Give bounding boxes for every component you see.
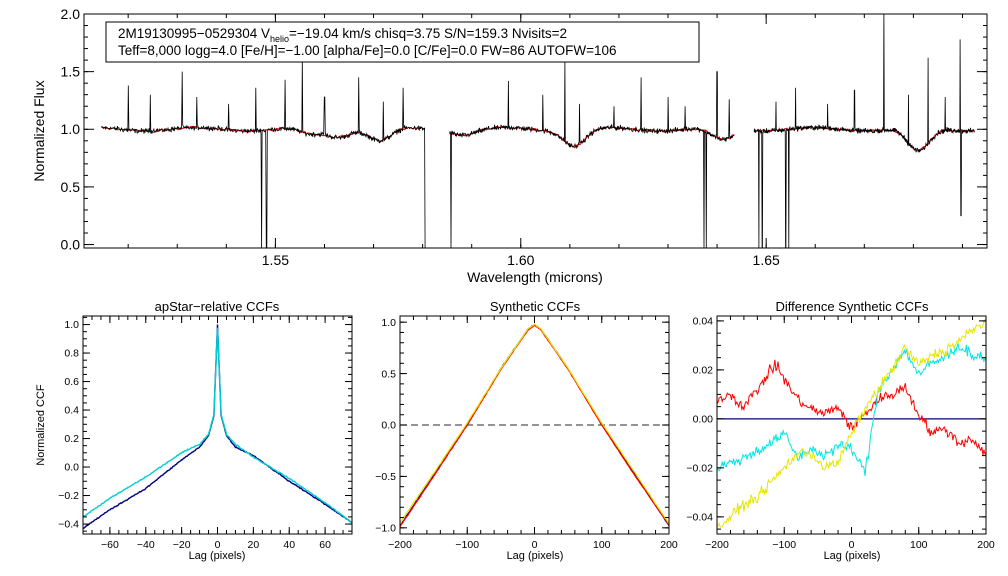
series-line-syn2 [400,324,669,528]
apstar-ccf-xlabel: Lag (pixels) [189,550,246,562]
series-line-diff_yellow [717,317,986,528]
x-tick-label: 1.55 [262,252,289,268]
synthetic-ccf-ticks: −200 −100 0 100 200 −1.0 −0.5 0.0 0.5 1.0 [375,316,678,551]
difference-ccf-plot-area [717,317,986,528]
y-tick-label: 0.0 [64,462,79,474]
spectrum-clip-group [100,14,976,248]
apstar-ccf-plot-area [83,324,352,530]
spectrum-annotation-box: 2M19130995−0529304 Vhelio=−19.04 km/s ch… [105,21,700,63]
y-tick-label: −0.04 [686,512,713,524]
x-tick-label: 1.60 [507,252,534,268]
annotation-line-2: Teff=8,000 logg=4.0 [Fe/H]=−1.00 [alpha/… [118,43,617,58]
difference-ccf-ticks: −200 −100 0 100 200 −0.04 −0.02 0.00 0.02 0.04 [686,316,994,551]
x-tick-label: −200 [705,539,729,551]
difference-ccf-xlabel: Lag (pixels) [824,550,881,562]
apstar-ccf-ticks: −60 −40 −20 0 20 40 60 −0.4 −0.2 0.0 0.2 0.4 0.6 0.8 1… [58,316,353,551]
x-tick-label: 0 [215,539,221,551]
x-tick-label: 0 [532,539,538,551]
difference-ccf-panel: Difference Synthetic CCFs −200 −100 0 100 20… [686,299,994,562]
spectrum-panel: 1.55 1.60 1.65 0.0 0.5 1.0 1.5 2.0 Wavelength (… [31,6,988,285]
y-tick-label: 1.0 [61,121,81,137]
x-tick-label: −40 [137,539,155,551]
x-tick-label: 60 [319,539,331,551]
y-tick-label: 0.6 [64,376,79,388]
x-tick-label: −100 [772,539,796,551]
annotation-helio-subscript: helio [270,34,289,44]
x-tick-label: 0 [849,539,855,551]
synthetic-ccf-title: Synthetic CCFs [490,299,581,314]
x-tick-label: 40 [283,539,295,551]
spectrum-xlabel: Wavelength (microns) [467,269,603,285]
spectrum-axes-frame [83,13,988,249]
y-tick-label: 0.0 [381,420,396,432]
y-tick-label: 1.0 [64,319,79,331]
x-tick-label: 200 [977,539,995,551]
series-line-ccf1 [83,324,352,530]
series-line-diff_cyan [717,341,986,476]
y-tick-label: −0.5 [375,471,396,483]
x-tick-label: −200 [388,539,412,551]
y-tick-label: 0.5 [381,368,396,380]
series-line-syn3 [400,323,669,525]
y-tick-label: 0.4 [64,405,79,417]
spectrum-observed-line [100,57,426,248]
x-tick-label: 100 [593,539,611,551]
y-tick-label: 0.02 [693,365,714,377]
y-tick-label: 0.0 [61,236,81,252]
y-tick-label: 0.8 [64,348,79,360]
series-clip-group [83,324,352,530]
annotation-line-1: 2M19130995−0529304 Vhelio=−19.04 km/s ch… [118,26,567,44]
y-tick-label: 2.0 [61,6,81,22]
x-tick-label: 200 [660,539,678,551]
x-tick-label: 1.65 [753,252,780,268]
x-tick-label: 20 [248,539,260,551]
spectrum-observed-line [753,14,975,248]
series-line-ccf2 [83,327,352,524]
series-line-diff_red [717,359,986,456]
spectrum-plot-area [100,14,976,248]
apstar-ccf-title: apStar−relative CCFs [155,299,280,314]
x-tick-label: 100 [910,539,928,551]
apstar-ccf-panel: apStar−relative CCFs −60 −40 −20 0 20 40 60 −0.… [35,299,353,562]
spectrum-ticks: 1.55 1.60 1.65 0.0 0.5 1.0 1.5 2.0 [61,6,987,268]
y-tick-label: 0.2 [64,433,79,445]
y-tick-label: 1.5 [61,64,81,80]
synthetic-ccf-panel: Synthetic CCFs −200 −100 0 100 200 −1.0 −0.5 0.… [375,299,678,562]
y-tick-label: 1.0 [381,317,396,329]
spectrum-observed-line [449,60,735,248]
difference-ccf-title: Difference Synthetic CCFs [776,299,929,314]
x-tick-label: −100 [455,539,479,551]
series-clip-group [400,323,669,528]
synthetic-ccf-plot-area [400,323,669,528]
y-tick-label: −1.0 [375,523,396,535]
x-tick-label: −20 [173,539,191,551]
y-tick-label: −0.2 [58,490,79,502]
synthetic-ccf-xlabel: Lag (pixels) [507,550,564,562]
series-clip-group [717,317,986,528]
y-tick-label: 0.00 [693,414,714,426]
apstar-ccf-ylabel: Normalized CCF [35,384,47,466]
y-tick-label: 0.5 [61,179,81,195]
annotation-line-1a: 2M19130995−0529304 V [118,26,270,41]
x-tick-label: −60 [101,539,119,551]
y-tick-label: 0.04 [693,316,714,328]
annotation-line-1b: =−19.04 km/s chisq=3.75 S/N=159.3 Nvisit… [289,26,567,41]
spectrum-ylabel: Normalized Flux [31,80,47,181]
y-tick-label: −0.02 [686,463,713,475]
y-tick-label: −0.4 [58,519,79,531]
